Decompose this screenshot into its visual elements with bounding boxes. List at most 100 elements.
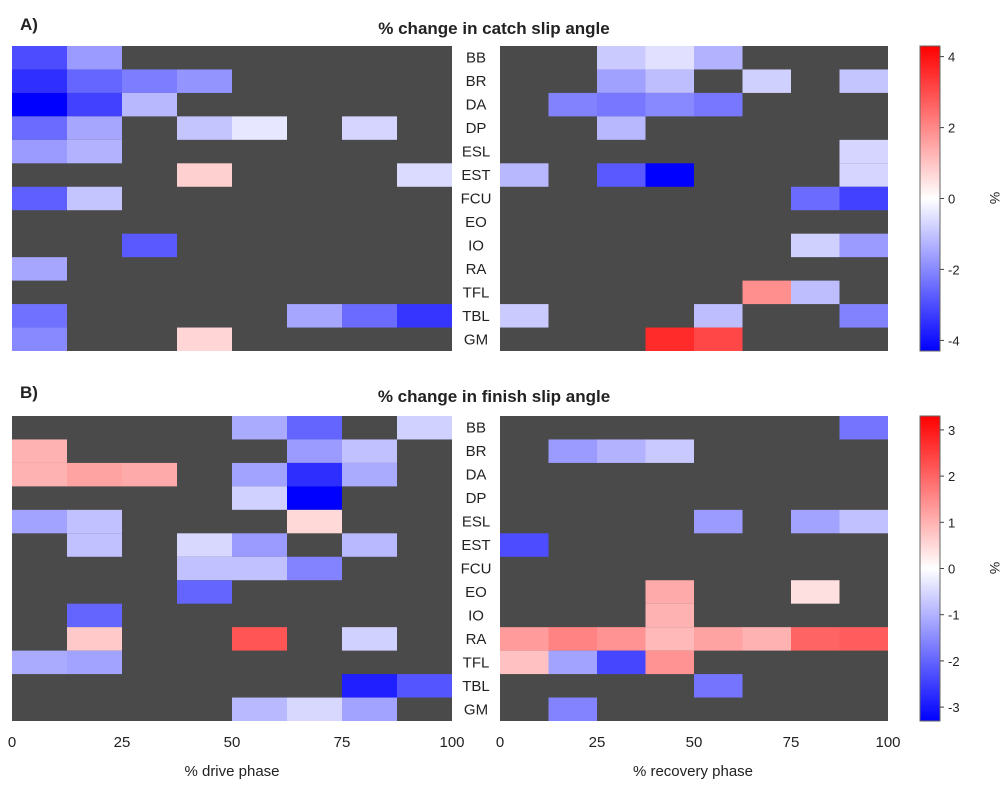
heatmap-cell xyxy=(177,556,232,581)
heatmap-cell xyxy=(12,46,67,70)
heatmap-cell xyxy=(694,46,743,70)
muscle-label: EST xyxy=(461,537,490,554)
heatmap-cell xyxy=(742,627,791,651)
heatmap-cell xyxy=(694,509,743,534)
heatmap-cell xyxy=(791,580,840,604)
muscle-label: RA xyxy=(466,631,487,648)
colorbar-tick-label: -4 xyxy=(948,333,960,348)
heatmap-cell xyxy=(67,69,122,93)
heatmap-cell xyxy=(548,697,597,721)
heatmap-cell xyxy=(12,509,67,534)
panel-b-colorbar-ticks: 3 2 1 0 -1 -2 -3 xyxy=(940,423,960,715)
muscle-label: ESL xyxy=(462,144,490,161)
panel-b-heatmap: 0 25 50 75 100 0 25 50 75 100 BB BR DA DP ESL EST FCU EO I… xyxy=(8,416,901,751)
x-tick-label: 100 xyxy=(875,734,900,751)
heatmap-cell xyxy=(694,304,743,328)
muscle-label: BB xyxy=(466,50,486,67)
heatmap-cell xyxy=(287,509,342,534)
heatmap-cell xyxy=(67,509,122,534)
panel-a-letter: A) xyxy=(20,15,38,34)
heatmap-cell xyxy=(177,533,232,557)
heatmap-cell xyxy=(12,186,67,211)
heatmap-cell xyxy=(232,697,287,721)
muscle-label: GM xyxy=(464,701,488,718)
panel-b-colorbar xyxy=(919,415,941,722)
heatmap-cell xyxy=(67,186,122,211)
muscle-label: DA xyxy=(466,97,487,114)
colorbar-tick-label: -1 xyxy=(948,608,960,623)
heatmap-cell xyxy=(342,304,397,328)
heatmap-cell xyxy=(500,533,549,557)
colorbar-tick-label: -2 xyxy=(948,654,960,669)
heatmap-cell xyxy=(67,116,122,140)
panel-a-title: % change in catch slip angle xyxy=(378,19,609,38)
heatmap-cell xyxy=(67,92,122,117)
heatmap-cell xyxy=(645,627,694,651)
heatmap-cell xyxy=(342,697,397,721)
colorbar-tick-label: -2 xyxy=(948,262,960,277)
heatmap-cell xyxy=(645,650,694,675)
heatmap-cell xyxy=(839,233,888,258)
heatmap-cell xyxy=(839,627,888,651)
heatmap-cell xyxy=(597,163,646,187)
heatmap-cell xyxy=(597,650,646,675)
heatmap-cell xyxy=(287,416,342,440)
heatmap-cell xyxy=(839,304,888,328)
panel-b-title: % change in finish slip angle xyxy=(378,387,610,406)
heatmap-cell xyxy=(839,416,888,440)
muscle-label: BR xyxy=(466,73,487,90)
muscle-label: GM xyxy=(464,331,488,348)
heatmap-cell xyxy=(177,327,232,351)
panel-a-heatmap: BB BR DA DP ESL EST FCU EO IO RA TFL TBL GM xyxy=(12,46,888,351)
heatmap-cell xyxy=(342,533,397,557)
muscle-label: RA xyxy=(466,261,487,278)
colorbar-tick-label: 3 xyxy=(948,423,955,438)
panel-a-colorbar-label: % xyxy=(987,192,1001,204)
muscle-label: TFL xyxy=(463,654,490,671)
heatmap-cell xyxy=(12,257,67,281)
heatmap-cell xyxy=(67,139,122,164)
heatmap-cell xyxy=(177,116,232,140)
heatmap-cell xyxy=(287,556,342,581)
heatmap-cell xyxy=(287,439,342,463)
heatmap-cell xyxy=(67,650,122,675)
heatmap-cell xyxy=(839,509,888,534)
heatmap-cell xyxy=(67,603,122,628)
muscle-label: DA xyxy=(466,467,487,484)
heatmap-cell xyxy=(342,462,397,487)
heatmap-cell xyxy=(12,304,67,328)
x-tick-label: 0 xyxy=(496,734,504,751)
heatmap-cell xyxy=(12,116,67,140)
heatmap-cell xyxy=(122,233,177,258)
x-tick-label: 25 xyxy=(114,734,131,751)
heatmap-cell xyxy=(645,439,694,463)
heatmap-cell xyxy=(548,92,597,117)
colorbar-tick-label: 2 xyxy=(948,121,955,136)
muscle-label: ESL xyxy=(462,514,490,531)
heatmap-cell xyxy=(645,46,694,70)
heatmap-cell xyxy=(742,280,791,305)
heatmap-cell xyxy=(548,627,597,651)
heatmap-cell xyxy=(177,69,232,93)
heatmap-cell xyxy=(67,462,122,487)
muscle-label: FCU xyxy=(461,561,492,578)
heatmap-cell xyxy=(597,46,646,70)
heatmap-cell xyxy=(597,92,646,117)
heatmap-cell xyxy=(232,486,287,510)
colorbar-tick-label: 0 xyxy=(948,192,955,207)
heatmap-cell xyxy=(791,627,840,651)
heatmap-cell xyxy=(342,674,397,698)
heatmap-cell xyxy=(548,650,597,675)
heatmap-cell xyxy=(645,163,694,187)
heatmap-cell xyxy=(791,186,840,211)
panel-b-letter: B) xyxy=(20,383,38,402)
heatmap-cell xyxy=(232,116,287,140)
heatmap-cell xyxy=(645,580,694,604)
heatmap-cell xyxy=(287,697,342,721)
heatmap-cell xyxy=(122,69,177,93)
muscle-label: TBL xyxy=(462,678,490,695)
heatmap-cell xyxy=(839,186,888,211)
heatmap-cell xyxy=(397,416,452,440)
